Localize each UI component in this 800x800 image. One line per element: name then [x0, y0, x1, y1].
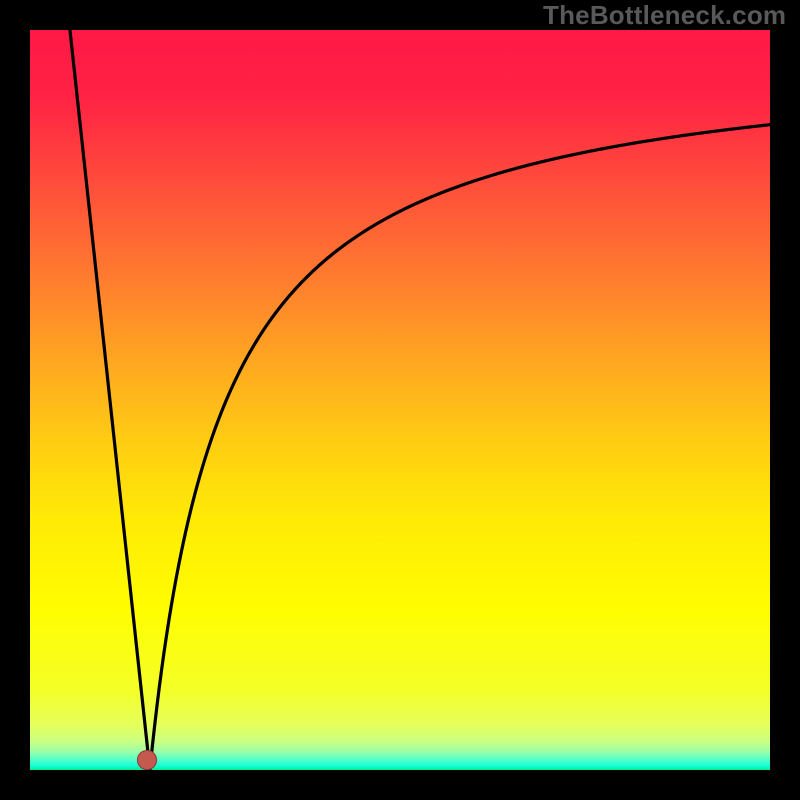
frame-left — [0, 0, 30, 800]
curve-svg — [30, 30, 770, 770]
watermark-text: TheBottleneck.com — [543, 0, 786, 31]
frame-right — [770, 0, 800, 800]
stage: TheBottleneck.com — [0, 0, 800, 800]
optimal-marker — [137, 750, 157, 770]
plot-area — [30, 30, 770, 770]
frame-bottom — [0, 770, 800, 800]
bottleneck-curve — [70, 30, 770, 770]
